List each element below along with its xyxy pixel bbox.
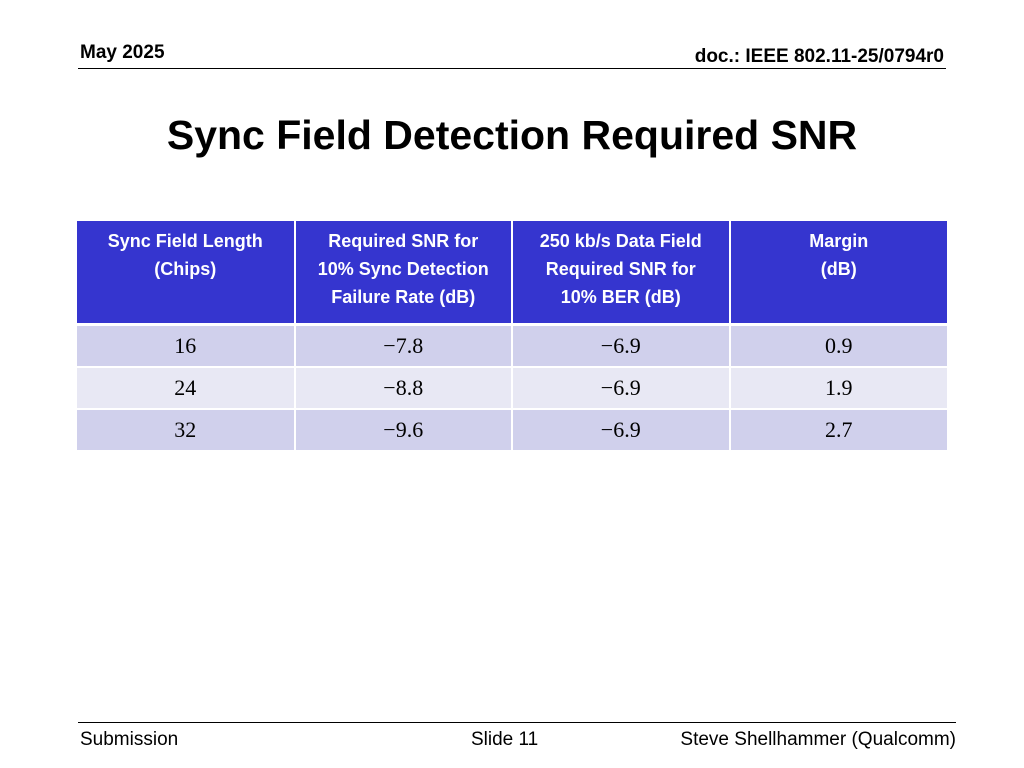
header-data-field-snr: 250 kb/s Data Field Required SNR for 10%… bbox=[512, 221, 731, 326]
header-sync-field-length: Sync Field Length (Chips) bbox=[77, 221, 296, 326]
table-row: 16 −7.8 −6.9 0.9 bbox=[77, 324, 947, 368]
cell-sync-length: 24 bbox=[77, 367, 296, 410]
cell-margin: 2.7 bbox=[729, 409, 947, 452]
cell-sync-snr: −9.6 bbox=[294, 409, 513, 452]
cell-margin: 0.9 bbox=[729, 324, 947, 368]
cell-sync-length: 32 bbox=[77, 409, 296, 452]
snr-table: Sync Field Length (Chips) Required SNR f… bbox=[77, 221, 947, 452]
footer-divider bbox=[78, 722, 956, 723]
header-required-snr-sync: Required SNR for 10% Sync Detection Fail… bbox=[294, 221, 513, 326]
footer-submission: Submission bbox=[80, 729, 179, 750]
header-doc-id: doc.: IEEE 802.11-25/0794r0 bbox=[694, 46, 944, 67]
cell-sync-length: 16 bbox=[77, 324, 296, 368]
cell-data-snr: −6.9 bbox=[512, 324, 731, 368]
header-divider bbox=[78, 68, 946, 69]
cell-margin: 1.9 bbox=[729, 367, 947, 410]
cell-sync-snr: −7.8 bbox=[294, 324, 513, 368]
cell-data-snr: −6.9 bbox=[512, 367, 731, 410]
cell-sync-snr: −8.8 bbox=[294, 367, 513, 410]
footer-author: Steve Shellhammer (Qualcomm) bbox=[680, 729, 956, 750]
table-row: 24 −8.8 −6.9 1.9 bbox=[77, 367, 947, 410]
table-row: 32 −9.6 −6.9 2.7 bbox=[77, 409, 947, 452]
header-date: May 2025 bbox=[80, 42, 165, 63]
header-margin: Margin (dB) bbox=[729, 221, 947, 326]
footer-slide-number: Slide 11 bbox=[471, 729, 539, 750]
cell-data-snr: −6.9 bbox=[512, 409, 731, 452]
table-header-row: Sync Field Length (Chips) Required SNR f… bbox=[77, 221, 947, 326]
slide-title: Sync Field Detection Required SNR bbox=[166, 112, 858, 158]
